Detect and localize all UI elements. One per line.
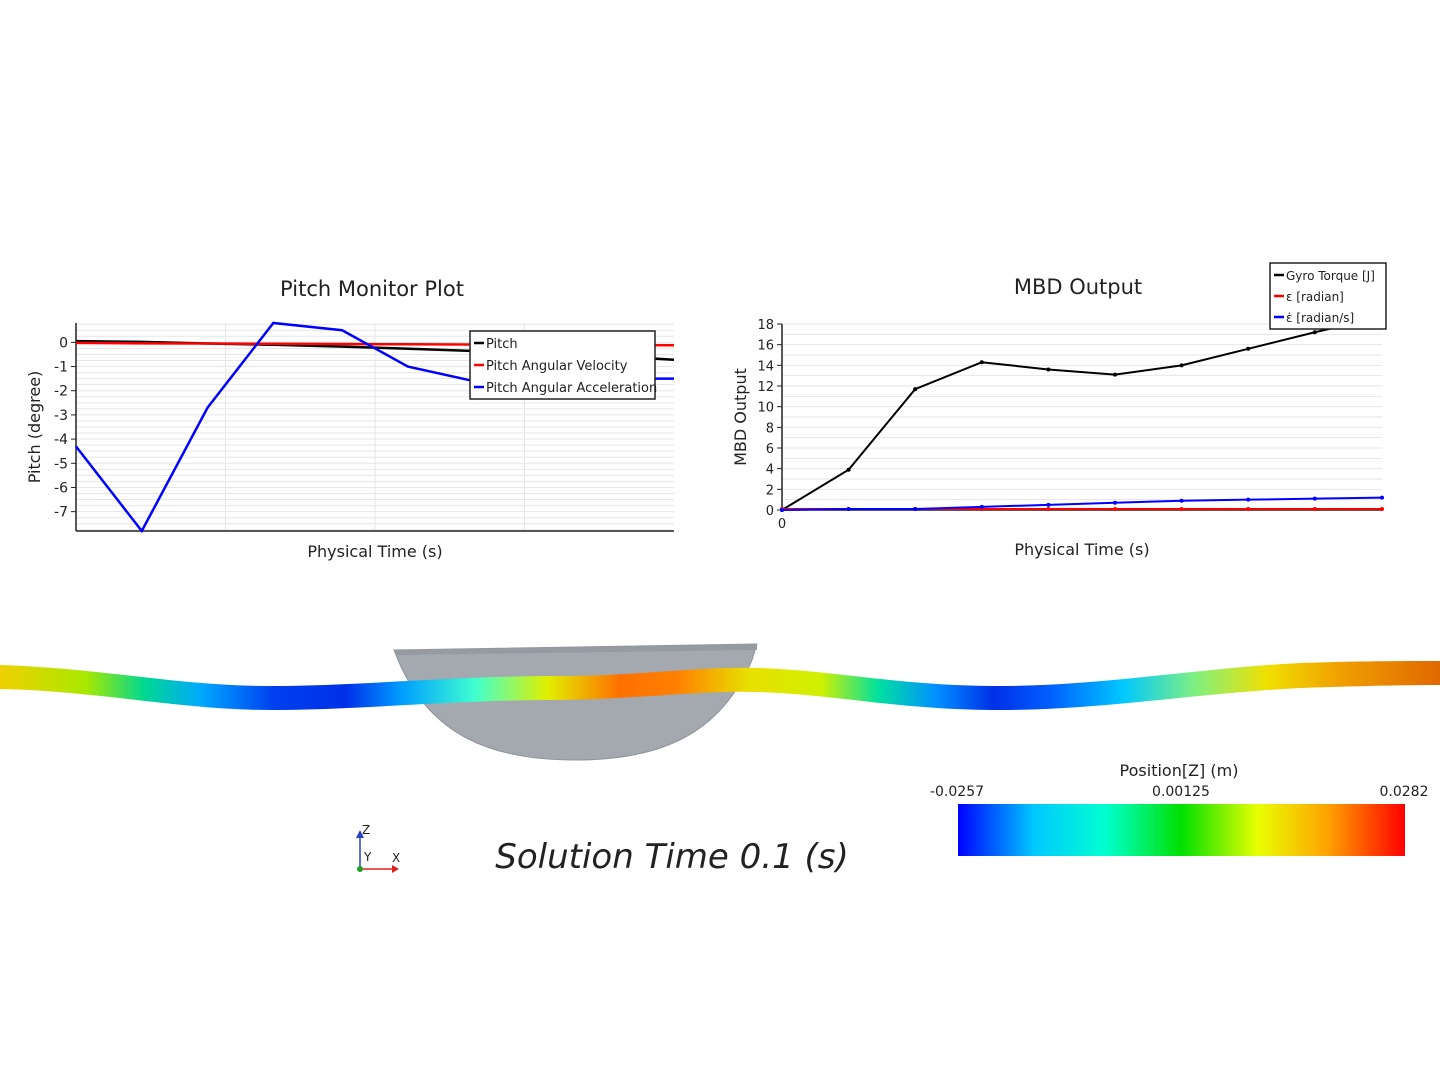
y-tick-label: 2 (766, 483, 774, 498)
pitch-monitor-chart: 0 -1 -2 -3 -4 -5 -6 -7 Pitch Monitor Plot Physica… (25, 277, 675, 561)
y-tick-label: 10 (757, 401, 774, 416)
colorbar: Position[Z] (m) -0.0257 0.00125 0.0282 (930, 761, 1429, 856)
data-point (1246, 346, 1251, 351)
data-point (1380, 495, 1384, 500)
data-point (1046, 502, 1051, 507)
y-axis-dot (357, 866, 363, 872)
colorbar-gradient (958, 804, 1405, 856)
y-tick-label: -1 (54, 360, 68, 376)
y-axis-label: MBD Output (731, 368, 750, 466)
data-point (1246, 497, 1251, 502)
y-tick-label: 12 (757, 380, 774, 395)
x-tick-label: 0 (778, 517, 786, 532)
data-point (1380, 506, 1384, 511)
legend-label: Pitch Angular Acceleration (486, 381, 657, 396)
data-point (1046, 506, 1051, 511)
colorbar-max-label: 0.0282 (1380, 784, 1429, 800)
y-tick-label: -6 (54, 480, 68, 496)
y-tick-label: 4 (766, 463, 774, 478)
y-tick-label: -5 (54, 456, 68, 472)
solution-time-label: Solution Time 0.1 (s) (495, 837, 849, 877)
data-point (846, 506, 851, 511)
colorbar-min-label: -0.0257 (930, 784, 984, 800)
data-point (913, 387, 918, 392)
x-axis-label: X (392, 851, 400, 865)
data-point (1312, 330, 1317, 335)
data-point (1046, 367, 1051, 372)
y-tick-label: -3 (54, 408, 68, 424)
data-point (780, 508, 784, 512)
y-tick-label: 14 (757, 359, 774, 374)
chart-title: MBD Output (1014, 275, 1142, 299)
series-line (781, 315, 1383, 511)
y-axis-label: Y (363, 850, 372, 864)
y-tick-label: 18 (757, 318, 774, 333)
data-point (1246, 506, 1251, 511)
legend-box (469, 330, 656, 400)
simulation-view (0, 643, 1440, 761)
y-axis-label: Pitch (degree) (25, 371, 44, 484)
legend-label: Gyro Torque [J] (1286, 269, 1375, 283)
data-point (979, 360, 984, 365)
colorbar-mid-label: 0.00125 (1152, 784, 1210, 800)
y-tick-label: -7 (54, 505, 68, 521)
wave-surface (0, 661, 1440, 710)
z-axis-arrow (356, 830, 364, 838)
data-point (1179, 363, 1184, 368)
legend-box (1269, 262, 1387, 330)
x-axis-label: Physical Time (s) (307, 542, 442, 561)
data-point (846, 467, 851, 472)
data-point (1113, 500, 1117, 505)
data-point (1312, 506, 1317, 511)
y-tick-label: 8 (766, 421, 774, 436)
series-line (781, 496, 1383, 511)
legend-label: Pitch Angular Velocity (486, 359, 628, 374)
z-axis-label: Z (362, 823, 370, 837)
axis-triad: Z Y X (356, 823, 400, 873)
y-tick-label: -4 (54, 432, 68, 448)
data-point (1113, 506, 1117, 511)
y-tick-label: 16 (757, 339, 774, 354)
data-point (1113, 372, 1117, 377)
data-point (1312, 496, 1317, 501)
y-tick-label: 0 (59, 335, 68, 351)
data-point (913, 506, 918, 511)
mbd-output-chart: 0 2 4 6 8 10 12 14 16 18 0 MBD Output Physical Time … (731, 262, 1387, 559)
chart-title: Pitch Monitor Plot (280, 277, 464, 301)
legend-label: ε [radian] (1286, 290, 1344, 304)
data-point (979, 504, 984, 509)
colorbar-title: Position[Z] (m) (1120, 761, 1239, 780)
data-point (1179, 506, 1184, 511)
data-point (1179, 498, 1184, 503)
hull-deck (394, 644, 757, 655)
legend-label: Pitch (486, 337, 518, 352)
x-axis-arrow (392, 865, 399, 873)
legend-label: ε̇ [radian/s] (1286, 311, 1354, 325)
y-tick-label: 0 (766, 504, 774, 519)
y-tick-label: -2 (54, 384, 68, 400)
y-tick-label: 6 (766, 442, 774, 457)
x-axis-label: Physical Time (s) (1014, 540, 1149, 559)
